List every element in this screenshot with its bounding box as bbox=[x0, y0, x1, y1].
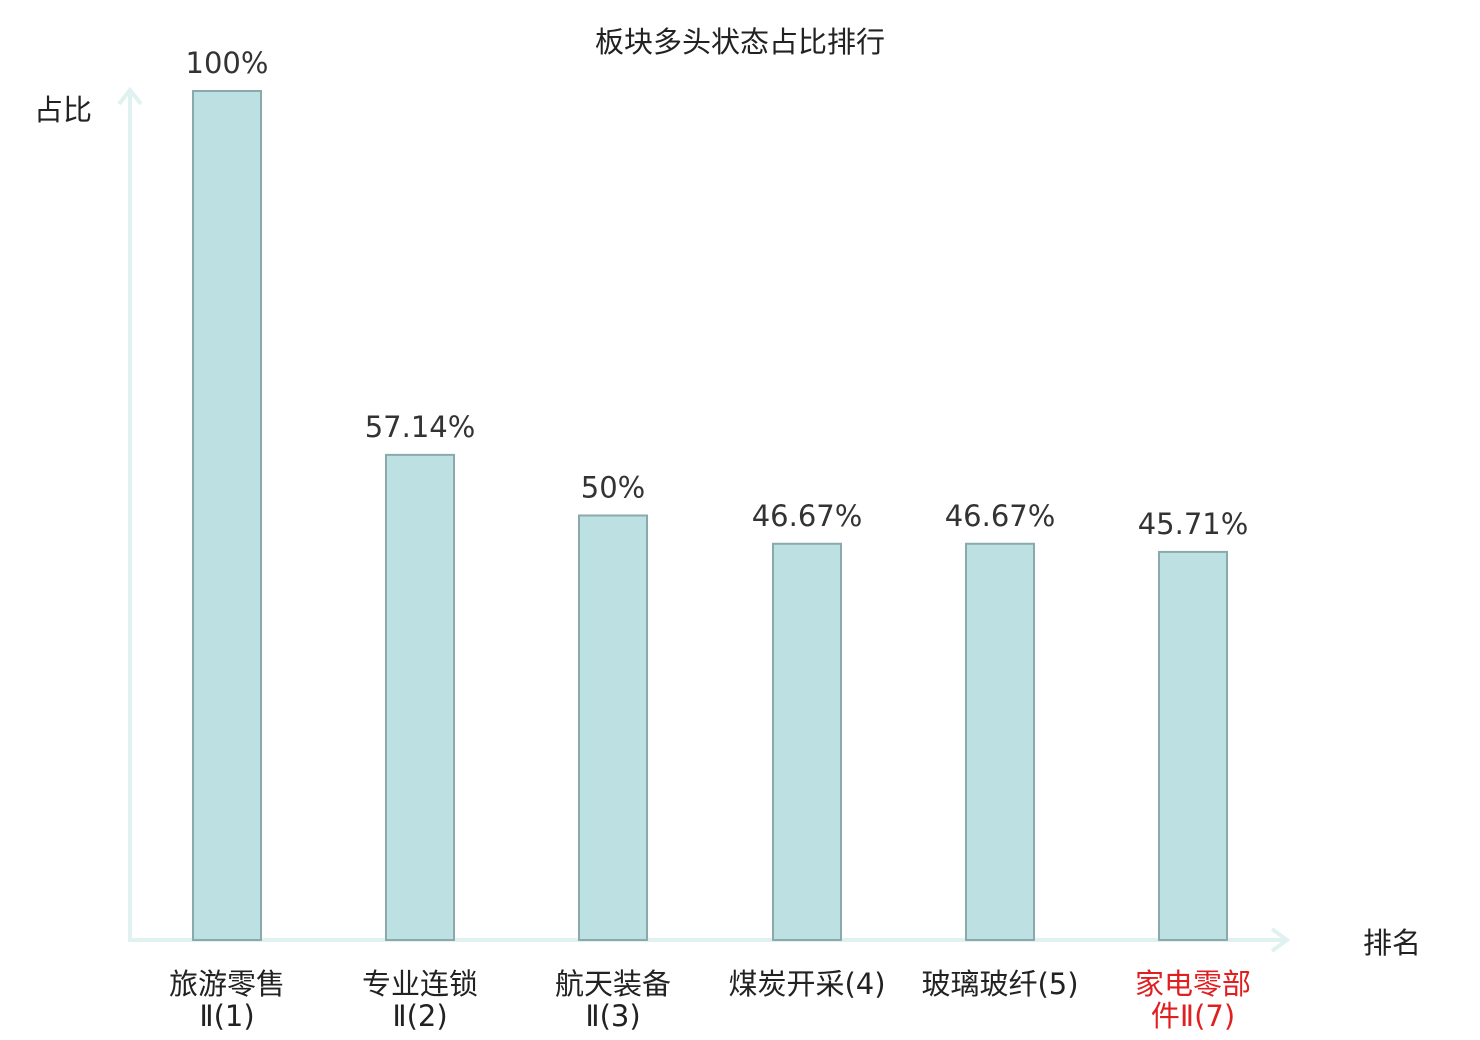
category-label-line2: Ⅱ(3) bbox=[585, 999, 640, 1033]
y-axis-label: 占比 bbox=[34, 93, 92, 127]
category-label: 航天装备 bbox=[555, 967, 671, 1001]
bars-group bbox=[192, 90, 1228, 942]
category-label-line2: 件Ⅱ(7) bbox=[1151, 999, 1235, 1033]
category-label-line2: Ⅱ(1) bbox=[199, 999, 254, 1033]
bar bbox=[385, 453, 455, 941]
bar bbox=[192, 90, 262, 941]
category-label: 家电零部 bbox=[1135, 967, 1251, 1001]
category-label: 煤炭开采(4) bbox=[728, 967, 885, 1001]
category-label: 旅游零售 bbox=[169, 967, 285, 1001]
value-label: 100% bbox=[186, 46, 269, 80]
value-label: 50% bbox=[581, 471, 645, 505]
bar bbox=[1158, 550, 1228, 942]
value-label: 46.67% bbox=[945, 499, 1056, 533]
value-labels-group: 100% 57.14% 50% 46.67% 46.67% 45.71% bbox=[186, 46, 1249, 541]
value-label: 57.14% bbox=[365, 410, 476, 444]
x-axis-arrow bbox=[1270, 927, 1291, 953]
bar bbox=[965, 542, 1035, 942]
value-label: 45.71% bbox=[1138, 507, 1249, 541]
category-label: 玻璃玻纤(5) bbox=[921, 967, 1078, 1001]
x-axis-label: 排名 bbox=[1363, 926, 1421, 960]
category-label: 专业连锁 bbox=[362, 967, 478, 1001]
chart-title: 板块多头状态占比排行 bbox=[595, 25, 885, 59]
value-label: 46.67% bbox=[752, 499, 863, 533]
y-axis-arrow bbox=[117, 86, 143, 106]
bar bbox=[772, 542, 842, 942]
category-label-line2: Ⅱ(2) bbox=[392, 999, 447, 1033]
bar bbox=[578, 514, 648, 941]
